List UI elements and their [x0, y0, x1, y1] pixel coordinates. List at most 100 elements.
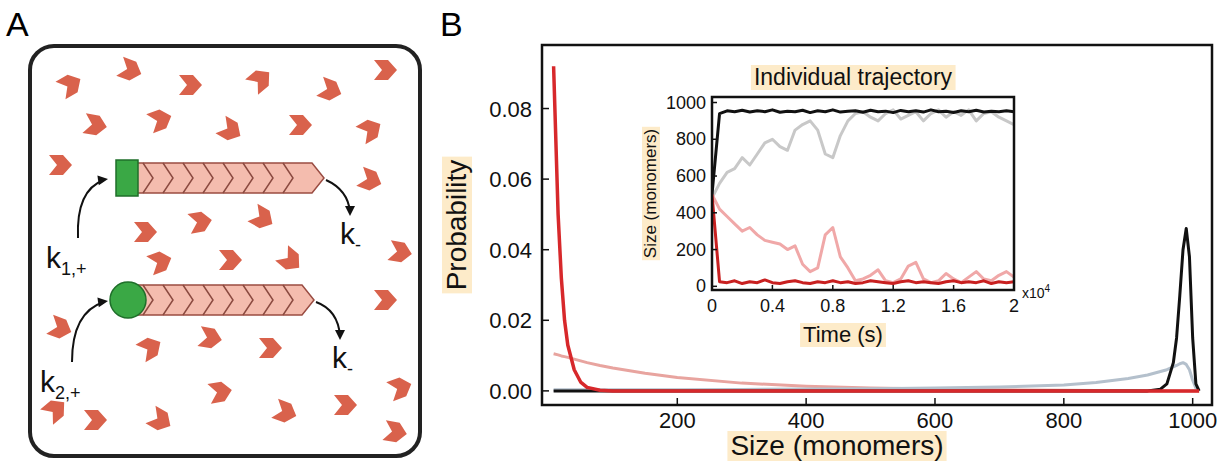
y-tick-label: 0 — [696, 276, 706, 296]
monomer — [82, 113, 108, 137]
y-tick-label: 200 — [676, 240, 706, 260]
x-scale-note: x104 — [1022, 283, 1051, 301]
filament-subunit — [223, 163, 233, 193]
rate-label: k- — [332, 341, 353, 379]
inset-y-title: Size (monomers) — [641, 129, 660, 258]
cap-round — [110, 282, 146, 318]
inset-frame — [712, 97, 1014, 290]
label-highlight — [642, 127, 660, 260]
filament-subunit — [163, 163, 173, 193]
series-line — [554, 354, 1200, 391]
monomer — [219, 250, 242, 270]
x-tick-label: 1.6 — [941, 296, 966, 316]
rate-sub: - — [355, 235, 361, 255]
monomer — [135, 333, 165, 362]
y-tick — [542, 178, 549, 180]
x-tick-label: 1000 — [1168, 408, 1217, 433]
filament-subunit — [263, 163, 273, 193]
y-tick-label: 1000 — [666, 93, 706, 113]
filament-subunit — [183, 285, 193, 315]
panel-letter: B — [440, 5, 463, 43]
trajectory-line — [712, 194, 1014, 283]
y-tick — [712, 102, 717, 104]
monomer — [46, 315, 74, 342]
series-line — [554, 363, 1200, 391]
monomer — [334, 395, 357, 415]
y-tick — [542, 320, 549, 322]
x-axis-title: Size (monomers) — [730, 430, 943, 461]
y-tick-label: 600 — [676, 166, 706, 186]
monomer — [146, 106, 174, 133]
monomer — [374, 60, 397, 80]
inset-x-title: Time (s) — [803, 322, 883, 347]
filament-subunit — [223, 285, 233, 315]
monomer — [387, 240, 413, 264]
label-highlight — [727, 431, 946, 461]
label-highlight — [442, 157, 472, 294]
y-tick — [712, 212, 717, 214]
arrow — [78, 180, 104, 238]
y-tick-label: 0.04 — [489, 238, 532, 263]
filament — [137, 163, 324, 193]
filament-subunit — [243, 285, 253, 315]
monomer — [145, 406, 175, 435]
rate-label: k2,+ — [40, 365, 81, 403]
monomer — [275, 245, 305, 275]
y-tick — [712, 175, 717, 177]
x-tick-label: 800 — [1045, 408, 1082, 433]
y-tick — [712, 139, 717, 141]
y-tick — [542, 108, 549, 110]
x-tick — [711, 285, 713, 290]
arrowhead — [97, 174, 108, 185]
y-tick-label: 0.00 — [489, 379, 532, 404]
filament-subunit — [143, 163, 153, 193]
rate-sub: 2,+ — [55, 383, 81, 403]
filament-subunit — [263, 285, 273, 315]
arrow — [72, 302, 104, 362]
x-tick-label: 0.4 — [760, 296, 785, 316]
filament-subunit — [243, 163, 253, 193]
y-tick — [542, 390, 549, 392]
x-tick — [832, 285, 834, 290]
x-scale-base: x10 — [1022, 285, 1045, 301]
monomer — [207, 380, 233, 404]
x-tick — [1192, 398, 1194, 405]
rate-base: k — [340, 217, 356, 250]
monomer — [197, 326, 223, 350]
arrowhead — [345, 206, 355, 216]
label-highlight — [800, 323, 886, 347]
filament-subunit — [163, 285, 173, 315]
monomer — [179, 75, 202, 95]
label-highlight — [751, 65, 956, 90]
monomer — [386, 374, 414, 401]
x-tick — [805, 398, 807, 405]
y-axis-title-group: Probability — [441, 157, 472, 294]
inset-y-title-group: Size (monomers) — [641, 127, 660, 260]
x-tick-label: 2 — [1009, 296, 1019, 316]
monomer — [355, 115, 385, 144]
panel-letter: A — [6, 5, 29, 43]
rate-base: k — [332, 341, 348, 374]
monomer — [247, 204, 277, 233]
trajectory-line — [712, 110, 1014, 195]
x-tick — [934, 398, 936, 405]
inset-title: Individual trajectory — [754, 64, 953, 90]
filament-subunit — [203, 163, 213, 193]
rate-label: k- — [340, 217, 361, 255]
y-tick — [712, 249, 717, 251]
monomer — [116, 57, 144, 84]
y-tick-label: 0.02 — [489, 308, 532, 333]
y-tick-label: 0.08 — [489, 97, 532, 122]
monomer — [382, 420, 408, 444]
monomer — [271, 399, 299, 426]
monomer — [187, 210, 213, 234]
rate-base: k — [40, 365, 56, 398]
arrowhead — [97, 296, 108, 307]
monomer — [259, 338, 282, 358]
cap-square — [116, 160, 138, 196]
y-tick-label: 0.06 — [489, 167, 532, 192]
x-tick-label: 0 — [707, 296, 717, 316]
monomer — [84, 410, 107, 430]
monomer — [146, 248, 174, 275]
x-tick — [1063, 398, 1065, 405]
